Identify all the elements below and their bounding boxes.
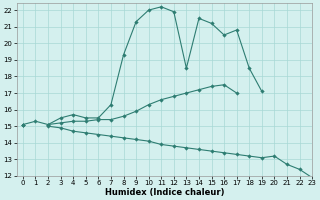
X-axis label: Humidex (Indice chaleur): Humidex (Indice chaleur) — [105, 188, 224, 197]
